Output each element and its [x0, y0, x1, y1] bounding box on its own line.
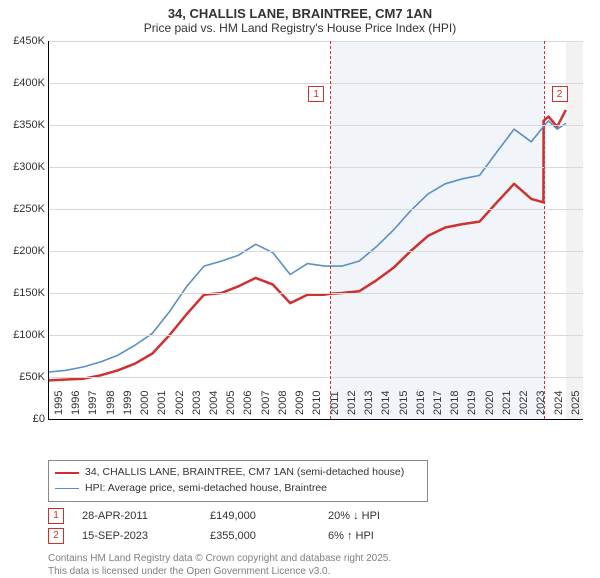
legend-box: 34, CHALLIS LANE, BRAINTREE, CM7 1AN (se…: [48, 460, 428, 502]
xtick-label: 2023: [535, 391, 547, 415]
gridline-h: [49, 167, 583, 168]
xtick-label: 2025: [570, 391, 582, 415]
xtick-label: 2021: [501, 391, 513, 415]
chart-marker-icon: 2: [552, 86, 568, 102]
transaction-price: £355,000: [210, 530, 310, 542]
gridline-h: [49, 377, 583, 378]
transaction-price: £149,000: [210, 510, 310, 522]
xtick-label: 2008: [277, 391, 289, 415]
transaction-vline: [544, 41, 545, 419]
xtick-label: 2001: [156, 391, 168, 415]
transaction-row: 2 15-SEP-2023 £355,000 6% ↑ HPI: [48, 528, 588, 544]
gridline-h: [49, 293, 583, 294]
gridline-h: [49, 335, 583, 336]
gridline-h: [49, 125, 583, 126]
ytick-label: £350K: [1, 119, 45, 131]
xtick-label: 2013: [363, 391, 375, 415]
legend-label-price-paid: 34, CHALLIS LANE, BRAINTREE, CM7 1AN (se…: [85, 465, 404, 481]
xtick-label: 2012: [346, 391, 358, 415]
xtick-label: 1997: [87, 391, 99, 415]
transaction-marker-icon: 1: [48, 508, 64, 524]
xtick-label: 2004: [208, 391, 220, 415]
xtick-label: 2005: [225, 391, 237, 415]
title-address: 34, CHALLIS LANE, BRAINTREE, CM7 1AN: [0, 6, 600, 21]
xtick-label: 2007: [260, 391, 272, 415]
ytick-label: £100K: [1, 329, 45, 341]
series-price_paid: [49, 110, 566, 381]
xtick-label: 2024: [553, 391, 565, 415]
xtick-label: 2014: [380, 391, 392, 415]
title-subtitle: Price paid vs. HM Land Registry's House …: [0, 21, 600, 35]
transaction-date: 28-APR-2011: [82, 510, 192, 522]
xtick-label: 1998: [105, 391, 117, 415]
xtick-label: 2017: [432, 391, 444, 415]
xtick-label: 2009: [294, 391, 306, 415]
ytick-label: £0: [1, 413, 45, 425]
xtick-label: 2000: [139, 391, 151, 415]
legend-swatch-price-paid: [55, 472, 79, 474]
xtick-label: 1996: [70, 391, 82, 415]
transaction-date: 15-SEP-2023: [82, 530, 192, 542]
transaction-delta: 6% ↑ HPI: [328, 530, 374, 542]
legend-label-hpi: HPI: Average price, semi-detached house,…: [85, 481, 327, 497]
xtick-label: 2006: [242, 391, 254, 415]
xtick-label: 2016: [415, 391, 427, 415]
ytick-label: £400K: [1, 77, 45, 89]
ytick-label: £300K: [1, 161, 45, 173]
gridline-h: [49, 41, 583, 42]
xtick-label: 2003: [191, 391, 203, 415]
gridline-h: [49, 251, 583, 252]
transactions-block: 1 28-APR-2011 £149,000 20% ↓ HPI 2 15-SE…: [48, 508, 588, 544]
page-root: 34, CHALLIS LANE, BRAINTREE, CM7 1AN Pri…: [0, 0, 600, 560]
xtick-label: 1995: [53, 391, 65, 415]
xtick-label: 2010: [311, 391, 323, 415]
transaction-marker-icon: 2: [48, 528, 64, 544]
legend-swatch-hpi: [55, 488, 79, 489]
ytick-label: £450K: [1, 35, 45, 47]
xtick-label: 2019: [466, 391, 478, 415]
ytick-label: £250K: [1, 203, 45, 215]
xtick-label: 2015: [398, 391, 410, 415]
attribution-line2: This data is licensed under the Open Gov…: [48, 565, 588, 578]
chart-marker-icon: 1: [308, 86, 324, 102]
legend-item-price-paid: 34, CHALLIS LANE, BRAINTREE, CM7 1AN (se…: [55, 465, 421, 481]
xtick-label: 2020: [484, 391, 496, 415]
legend-item-hpi: HPI: Average price, semi-detached house,…: [55, 481, 421, 497]
attribution-line1: Contains HM Land Registry data © Crown c…: [48, 552, 588, 565]
ytick-label: £200K: [1, 245, 45, 257]
title-block: 34, CHALLIS LANE, BRAINTREE, CM7 1AN Pri…: [0, 0, 600, 35]
ytick-label: £50K: [1, 371, 45, 383]
gridline-h: [49, 209, 583, 210]
chart-area: £0£50K£100K£150K£200K£250K£300K£350K£400…: [48, 41, 583, 420]
xtick-label: 2002: [174, 391, 186, 415]
xtick-label: 2022: [518, 391, 530, 415]
xtick-label: 2018: [449, 391, 461, 415]
transaction-vline: [330, 41, 331, 419]
ytick-label: £150K: [1, 287, 45, 299]
gridline-h: [49, 83, 583, 84]
transaction-delta: 20% ↓ HPI: [328, 510, 380, 522]
transaction-row: 1 28-APR-2011 £149,000 20% ↓ HPI: [48, 508, 588, 524]
xtick-label: 1999: [122, 391, 134, 415]
attribution-block: Contains HM Land Registry data © Crown c…: [48, 552, 588, 578]
